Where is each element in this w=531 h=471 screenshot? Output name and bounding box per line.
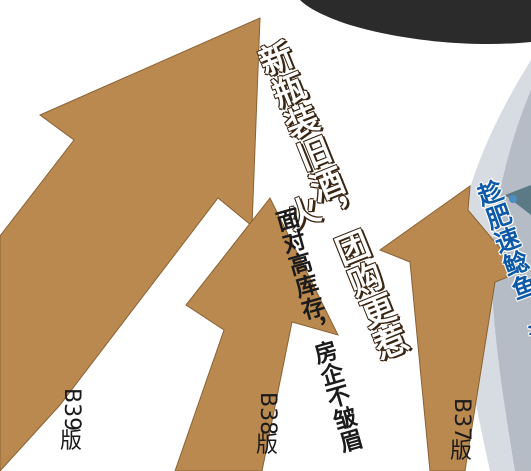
headline-arrow-1: 新瓶装旧酒，团购更惹火 xyxy=(8,28,413,408)
arrow-2-shape xyxy=(174,197,339,471)
page-ref-2: B38版 xyxy=(255,392,280,459)
page-ref-2-suffix: 版 xyxy=(255,433,279,459)
page-ref-1-suffix: 版 xyxy=(59,429,83,455)
fish-fin-shape xyxy=(505,185,531,215)
page-ref-2-number: 38 xyxy=(255,407,280,436)
headline-1-col: 新瓶装旧酒，团购更惹火 xyxy=(8,28,413,408)
page-ref-1-letter: B xyxy=(59,388,84,404)
page-ref-3-suffix: 版 xyxy=(449,439,473,465)
page-ref-3-number: 37 xyxy=(449,413,474,442)
arrow-3-shape xyxy=(378,184,521,471)
page-ref-1: B39版 xyxy=(59,388,84,455)
page-ref-3: B37版 xyxy=(449,398,474,465)
fish-eye-dot xyxy=(509,195,517,203)
page-ref-1-number: 39 xyxy=(59,403,84,432)
page-ref-2-letter: B xyxy=(255,392,280,408)
page-ref-3-letter: B xyxy=(449,398,474,414)
fish-shadow-shape xyxy=(300,0,531,45)
fish-body-shade xyxy=(491,90,531,471)
